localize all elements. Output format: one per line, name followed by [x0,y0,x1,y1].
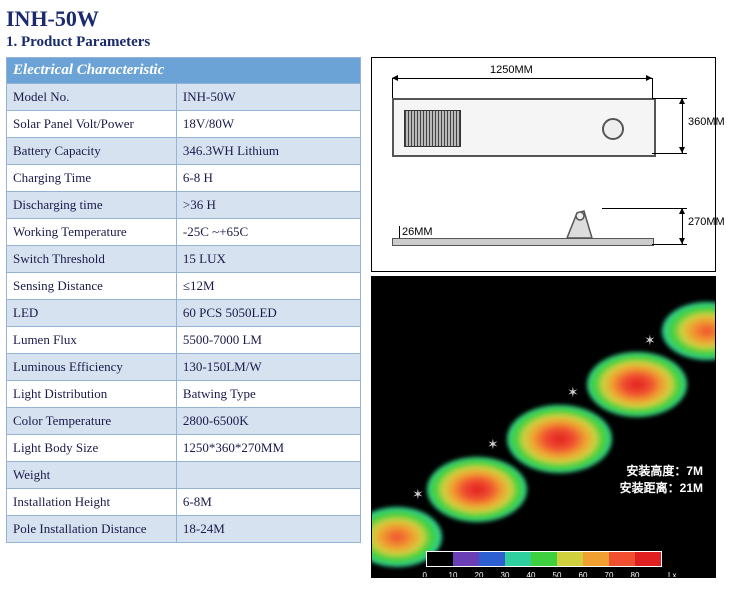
spec-value [176,462,360,489]
spec-value: 5500-7000 LM [176,327,360,354]
spec-value: 2800-6500K [176,408,360,435]
dim-width: 1250MM [490,64,533,76]
table-row: Working Temperature-25C ~+65C [7,219,361,246]
dim-height2: 270MM [688,216,725,228]
spec-label: LED [7,300,177,327]
table-row: Solar Panel Volt/Power18V/80W [7,111,361,138]
table-row: LED60 PCS 5050LED [7,300,361,327]
spec-value: 6-8M [176,489,360,516]
spec-label: Discharging time [7,192,177,219]
table-row: Weight [7,462,361,489]
install-distance-text: 安装距离：21M [620,479,703,496]
spec-table-container: Electrical Characteristic Model No.INH-5… [6,57,361,578]
spec-value: 346.3WH Lithium [176,138,360,165]
spec-label: Switch Threshold [7,246,177,273]
spec-value: >36 H [176,192,360,219]
spec-label: Model No. [7,84,177,111]
spec-label: Charging Time [7,165,177,192]
table-row: Color Temperature2800-6500K [7,408,361,435]
dim-base: 26MM [402,226,433,238]
table-header: Electrical Characteristic [7,58,361,84]
spec-value: 18-24M [176,516,360,543]
table-row: Charging Time6-8 H [7,165,361,192]
spec-label: Light Distribution [7,381,177,408]
table-row: Light Body Size1250*360*270MM [7,435,361,462]
spec-value: -25C ~+65C [176,219,360,246]
right-column: 1250MM 360MM 26M [371,57,716,578]
spec-label: Pole Installation Distance [7,516,177,543]
spec-label: Battery Capacity [7,138,177,165]
spec-value: 15 LUX [176,246,360,273]
table-row: Battery Capacity346.3WH Lithium [7,138,361,165]
table-row: Luminous Efficiency130-150LM/W [7,354,361,381]
spec-label: Lumen Flux [7,327,177,354]
install-height-text: 安装高度：7M [626,462,703,479]
spec-label: Light Body Size [7,435,177,462]
light-distribution-graphic: ✶ ✶ ✶ ✶ 安装高度：7M 安装距离：21M 010203040506070… [371,276,716,578]
spec-value: ≤12M [176,273,360,300]
spec-label: Sensing Distance [7,273,177,300]
spec-label: Color Temperature [7,408,177,435]
spec-table: Electrical Characteristic Model No.INH-5… [6,57,361,543]
table-row: Discharging time>36 H [7,192,361,219]
spec-value: 130-150LM/W [176,354,360,381]
spec-value: 1250*360*270MM [176,435,360,462]
table-row: Lumen Flux5500-7000 LM [7,327,361,354]
spec-label: Installation Height [7,489,177,516]
spec-value: 6-8 H [176,165,360,192]
spec-value: INH-50W [176,84,360,111]
product-title: INH-50W [6,6,724,32]
table-row: Model No.INH-50W [7,84,361,111]
table-row: Switch Threshold15 LUX [7,246,361,273]
spec-value: Batwing Type [176,381,360,408]
main-layout: Electrical Characteristic Model No.INH-5… [6,57,724,578]
section-heading: 1. Product Parameters [6,34,724,51]
spec-label: Solar Panel Volt/Power [7,111,177,138]
spec-label: Weight [7,462,177,489]
spec-label: Working Temperature [7,219,177,246]
color-scale: 01020304050607080Lx [426,551,662,567]
spec-label: Luminous Efficiency [7,354,177,381]
table-row: Sensing Distance≤12M [7,273,361,300]
table-row: Light DistributionBatwing Type [7,381,361,408]
spec-value: 18V/80W [176,111,360,138]
table-row: Pole Installation Distance18-24M [7,516,361,543]
spec-value: 60 PCS 5050LED [176,300,360,327]
dim-height1: 360MM [688,116,725,128]
dimension-drawing: 1250MM 360MM 26M [371,57,716,272]
table-row: Installation Height6-8M [7,489,361,516]
